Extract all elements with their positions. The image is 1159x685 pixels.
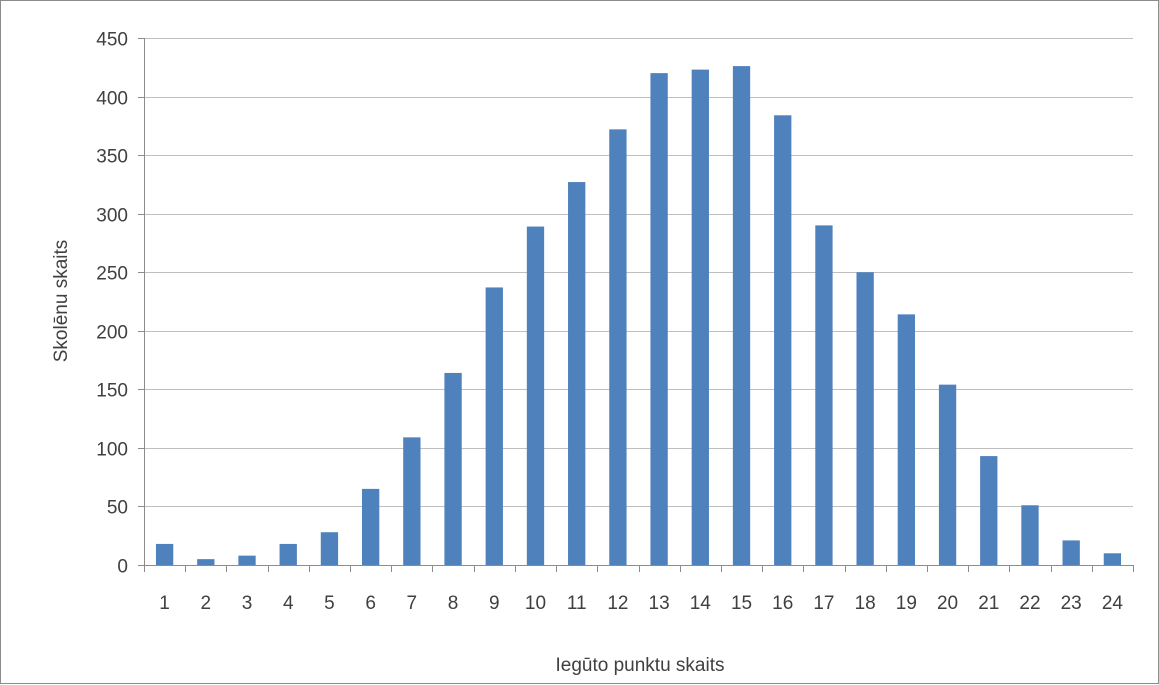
x-tick-label-3: 3 — [242, 593, 253, 614]
x-tick-label-20: 20 — [937, 593, 958, 614]
bar-2 — [197, 559, 215, 565]
y-axis-title: Skolēnu skaits — [51, 240, 72, 363]
axes — [138, 38, 1134, 572]
x-tick-label-21: 21 — [978, 593, 999, 614]
x-tick-label-24: 24 — [1102, 593, 1124, 614]
x-tick-label-13: 13 — [649, 593, 670, 614]
y-tick-label-300: 300 — [96, 206, 128, 227]
x-tick-label-17: 17 — [813, 593, 834, 614]
x-tick-label-12: 12 — [607, 593, 628, 614]
bar-4 — [279, 543, 297, 565]
bar-11 — [568, 182, 586, 566]
y-tick-label-400: 400 — [96, 89, 128, 110]
bar-13 — [650, 73, 668, 565]
y-tick-label-250: 250 — [96, 264, 128, 285]
x-tick-label-1: 1 — [159, 593, 170, 614]
bars — [155, 66, 1122, 566]
x-tick-label-19: 19 — [896, 593, 917, 614]
x-tick-labels: 1 2 3 4 5 6 7 8 9 10 11 12 13 14 15 16 17 18 19 20 21 22 23 24 — [159, 593, 1123, 614]
x-tick-label-9: 9 — [489, 593, 500, 614]
x-tick-label-22: 22 — [1019, 593, 1040, 614]
bar-23 — [1062, 540, 1080, 565]
bar-24 — [1103, 553, 1122, 565]
y-tick-label-450: 450 — [96, 30, 128, 51]
x-tick-label-6: 6 — [365, 593, 376, 614]
x-tick-label-11: 11 — [567, 593, 587, 614]
y-tick-label-200: 200 — [96, 323, 128, 344]
bar-19 — [897, 314, 916, 565]
bar-20 — [938, 384, 957, 565]
x-tick-label-4: 4 — [283, 593, 294, 614]
x-tick-label-23: 23 — [1061, 593, 1082, 614]
x-tick-label-18: 18 — [855, 593, 876, 614]
bar-10 — [526, 226, 545, 566]
x-tick-label-8: 8 — [448, 593, 459, 614]
bar-16 — [774, 115, 792, 565]
bar-3 — [238, 555, 256, 565]
x-tick-label-5: 5 — [324, 593, 335, 614]
x-axis-title: Iegūto punktu skaits — [556, 655, 725, 676]
bar-5 — [320, 532, 339, 565]
bar-9 — [485, 287, 503, 565]
y-tick-label-50: 50 — [107, 498, 128, 519]
bar-17 — [815, 225, 833, 565]
y-tick-label-350: 350 — [96, 147, 128, 168]
bar-12 — [609, 129, 627, 565]
bar-21 — [980, 456, 998, 565]
y-tick-label-100: 100 — [96, 440, 128, 461]
bar-7 — [403, 437, 421, 565]
bar-22 — [1021, 505, 1039, 565]
bar-14 — [691, 69, 709, 566]
x-tick-label-14: 14 — [690, 593, 712, 614]
x-tick-label-15: 15 — [731, 593, 752, 614]
x-tick-label-2: 2 — [201, 593, 212, 614]
y-tick-labels: 0 50 100 150 200 250 300 350 400 450 — [96, 30, 128, 578]
bar-8 — [444, 372, 462, 565]
x-tick-label-10: 10 — [525, 593, 546, 614]
x-tick-label-16: 16 — [772, 593, 793, 614]
bar-1 — [155, 543, 174, 565]
gridlines — [144, 38, 1133, 507]
bar-6 — [361, 488, 380, 565]
y-tick-label-0: 0 — [117, 557, 128, 578]
bar-18 — [856, 272, 874, 565]
y-tick-label-150: 150 — [96, 381, 128, 402]
x-tick-label-7: 7 — [407, 593, 418, 614]
bar-15 — [732, 66, 751, 566]
